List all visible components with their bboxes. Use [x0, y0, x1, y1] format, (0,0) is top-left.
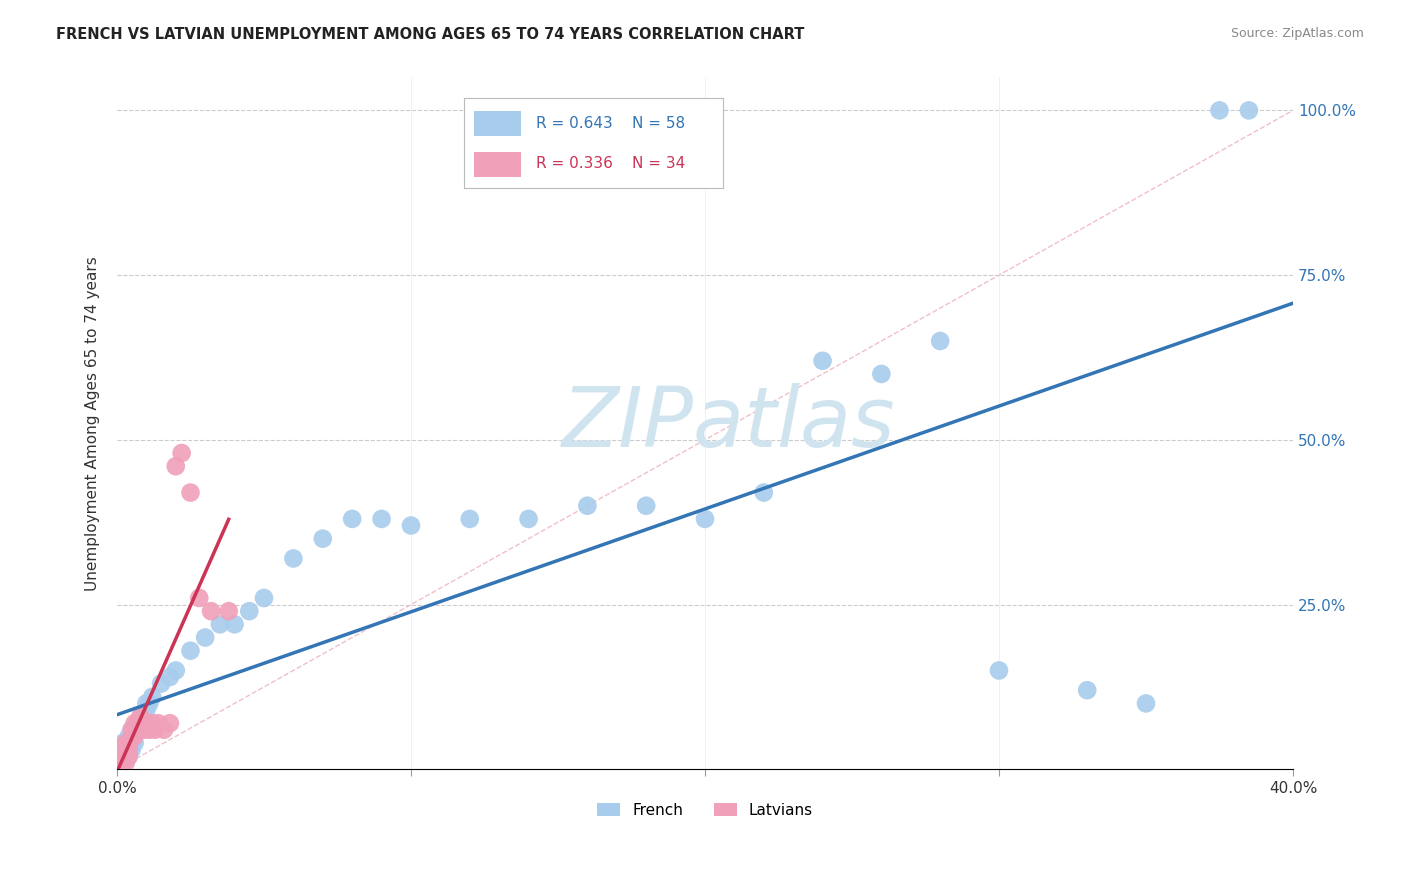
Point — [118, 742, 141, 756]
Point — [188, 591, 211, 605]
Point — [124, 716, 146, 731]
Point — [636, 499, 658, 513]
Point — [1135, 697, 1157, 711]
Point — [988, 664, 1011, 678]
Point — [153, 723, 176, 737]
Point — [114, 749, 136, 764]
Point — [111, 756, 134, 770]
Point — [124, 736, 146, 750]
Y-axis label: Unemployment Among Ages 65 to 74 years: Unemployment Among Ages 65 to 74 years — [86, 256, 100, 591]
Point — [1237, 103, 1260, 118]
Point — [870, 367, 893, 381]
Point — [121, 723, 143, 737]
Point — [340, 512, 363, 526]
Point — [114, 742, 136, 756]
Text: ZIPatlas: ZIPatlas — [561, 383, 896, 464]
Point — [135, 697, 157, 711]
Point — [141, 690, 163, 704]
Point — [121, 723, 143, 737]
Point — [129, 723, 152, 737]
Point — [114, 736, 136, 750]
Point — [124, 730, 146, 744]
Point — [111, 742, 134, 756]
Point — [127, 723, 149, 737]
Point — [135, 703, 157, 717]
Point — [150, 676, 173, 690]
Point — [114, 742, 136, 756]
Point — [179, 485, 201, 500]
Text: FRENCH VS LATVIAN UNEMPLOYMENT AMONG AGES 65 TO 74 YEARS CORRELATION CHART: FRENCH VS LATVIAN UNEMPLOYMENT AMONG AGE… — [56, 27, 804, 42]
Point — [114, 756, 136, 770]
Point — [118, 736, 141, 750]
Point — [179, 643, 201, 657]
Point — [111, 749, 134, 764]
Point — [111, 742, 134, 756]
Point — [165, 664, 187, 678]
Point — [108, 742, 131, 756]
Point — [135, 716, 157, 731]
Point — [132, 709, 155, 723]
Legend: French, Latvians: French, Latvians — [591, 797, 820, 824]
Point — [576, 499, 599, 513]
Point — [127, 723, 149, 737]
Text: Source: ZipAtlas.com: Source: ZipAtlas.com — [1230, 27, 1364, 40]
Point — [111, 749, 134, 764]
Point — [129, 716, 152, 731]
Point — [165, 459, 187, 474]
Point — [118, 749, 141, 764]
Point — [121, 730, 143, 744]
Point — [224, 617, 246, 632]
Point — [118, 749, 141, 764]
Point — [312, 532, 335, 546]
Point — [129, 709, 152, 723]
Point — [118, 736, 141, 750]
Point — [124, 723, 146, 737]
Point — [811, 353, 834, 368]
Point — [138, 697, 160, 711]
Point — [929, 334, 952, 348]
Point — [159, 670, 181, 684]
Point — [752, 485, 775, 500]
Point — [1076, 683, 1098, 698]
Point — [283, 551, 305, 566]
Point — [114, 749, 136, 764]
Point — [159, 716, 181, 731]
Point — [111, 736, 134, 750]
Point — [143, 723, 166, 737]
Point — [108, 742, 131, 756]
Point — [146, 716, 169, 731]
Point — [127, 716, 149, 731]
Point — [200, 604, 222, 618]
Point — [253, 591, 276, 605]
Point — [129, 709, 152, 723]
Point — [218, 604, 240, 618]
Point — [208, 617, 231, 632]
Point — [370, 512, 392, 526]
Point — [693, 512, 716, 526]
Point — [118, 742, 141, 756]
Point — [121, 742, 143, 756]
Point — [108, 749, 131, 764]
Point — [132, 723, 155, 737]
Point — [111, 749, 134, 764]
Point — [121, 736, 143, 750]
Point — [517, 512, 540, 526]
Point — [127, 716, 149, 731]
Point — [238, 604, 260, 618]
Point — [114, 742, 136, 756]
Point — [114, 736, 136, 750]
Point — [141, 716, 163, 731]
Point — [138, 723, 160, 737]
Point — [111, 742, 134, 756]
Point — [399, 518, 422, 533]
Point — [108, 749, 131, 764]
Point — [1208, 103, 1230, 118]
Point — [170, 446, 193, 460]
Point — [458, 512, 481, 526]
Point — [118, 730, 141, 744]
Point — [121, 730, 143, 744]
Point — [194, 631, 217, 645]
